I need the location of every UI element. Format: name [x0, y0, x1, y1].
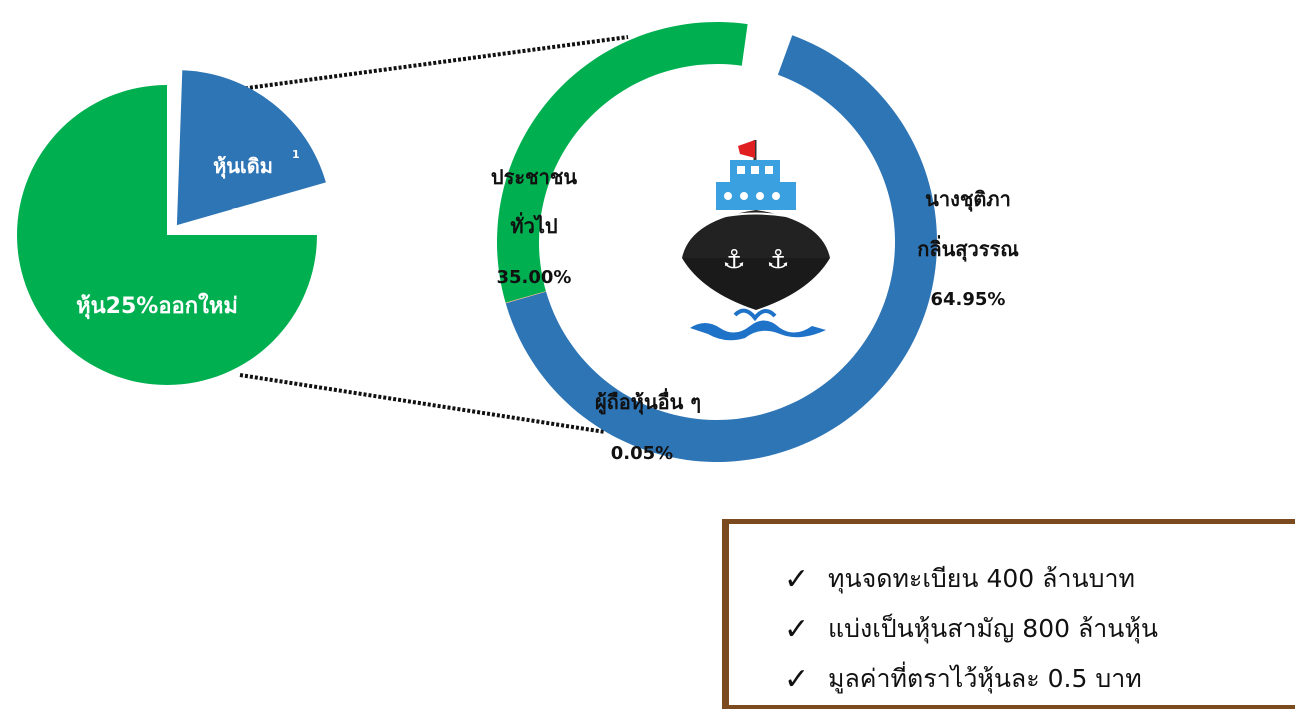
ship-icon: ⚓ ⚓	[682, 140, 830, 341]
left-pie	[17, 70, 326, 385]
info-item: ✓ มูลค่าที่ตราไว้หุ้นละ 0.5 บาท	[784, 654, 1295, 704]
label-owner-pct: 64.95%	[931, 289, 1006, 310]
pie-slice-old-shares	[176, 70, 326, 226]
label-old-shares-sup: 1	[292, 148, 300, 161]
info-text: แบ่งเป็นหุ้นสามัญ 800 ล้านหุ้น	[828, 614, 1158, 643]
info-item: ✓ แบ่งเป็นหุ้นสามัญ 800 ล้านหุ้น	[784, 604, 1295, 654]
pie-slice-new-shares	[17, 85, 317, 385]
label-others-pct: 0.05%	[611, 443, 673, 464]
check-icon: ✓	[784, 561, 810, 597]
check-icon: ✓	[784, 611, 810, 647]
label-old-shares-pct: 10%	[230, 204, 278, 228]
connector-top	[239, 35, 629, 91]
info-item: ✓ ทุนจดทะเบียน 400 ล้านบาท	[784, 554, 1295, 604]
info-text: ทุนจดทะเบียน 400 ล้านบาท	[828, 564, 1135, 593]
info-list: ✓ ทุนจดทะเบียน 400 ล้านบาท ✓ แบ่งเป็นหุ้นส…	[729, 524, 1295, 704]
label-public-pct: 35.00%	[497, 267, 572, 288]
svg-text:⚓: ⚓	[766, 245, 789, 275]
label-others: ผู้ถือหุ้นอื่น ๆ	[595, 387, 701, 416]
label-owner-line2: กลิ่นสุวรรณ	[917, 234, 1019, 262]
label-owner-line1: นางชุติภา	[925, 187, 1011, 212]
label-public-line1: ประชาชน	[491, 165, 578, 189]
check-icon: ✓	[784, 661, 810, 697]
right-donut	[496, 22, 937, 463]
donut-slice-public	[496, 22, 748, 303]
info-text: มูลค่าที่ตราไว้หุ้นละ 0.5 บาท	[828, 664, 1142, 693]
svg-text:⚓: ⚓	[722, 245, 745, 275]
label-old-shares: หุ้นเดิม	[213, 154, 273, 179]
info-box: ✓ ทุนจดทะเบียน 400 ล้านบาท ✓ แบ่งเป็นหุ้นส…	[722, 519, 1295, 709]
label-new-shares: หุ้น25%ออกใหม่	[76, 292, 238, 320]
label-public-line2: ทั่วไป	[510, 211, 557, 238]
connector-bottom	[239, 373, 606, 434]
